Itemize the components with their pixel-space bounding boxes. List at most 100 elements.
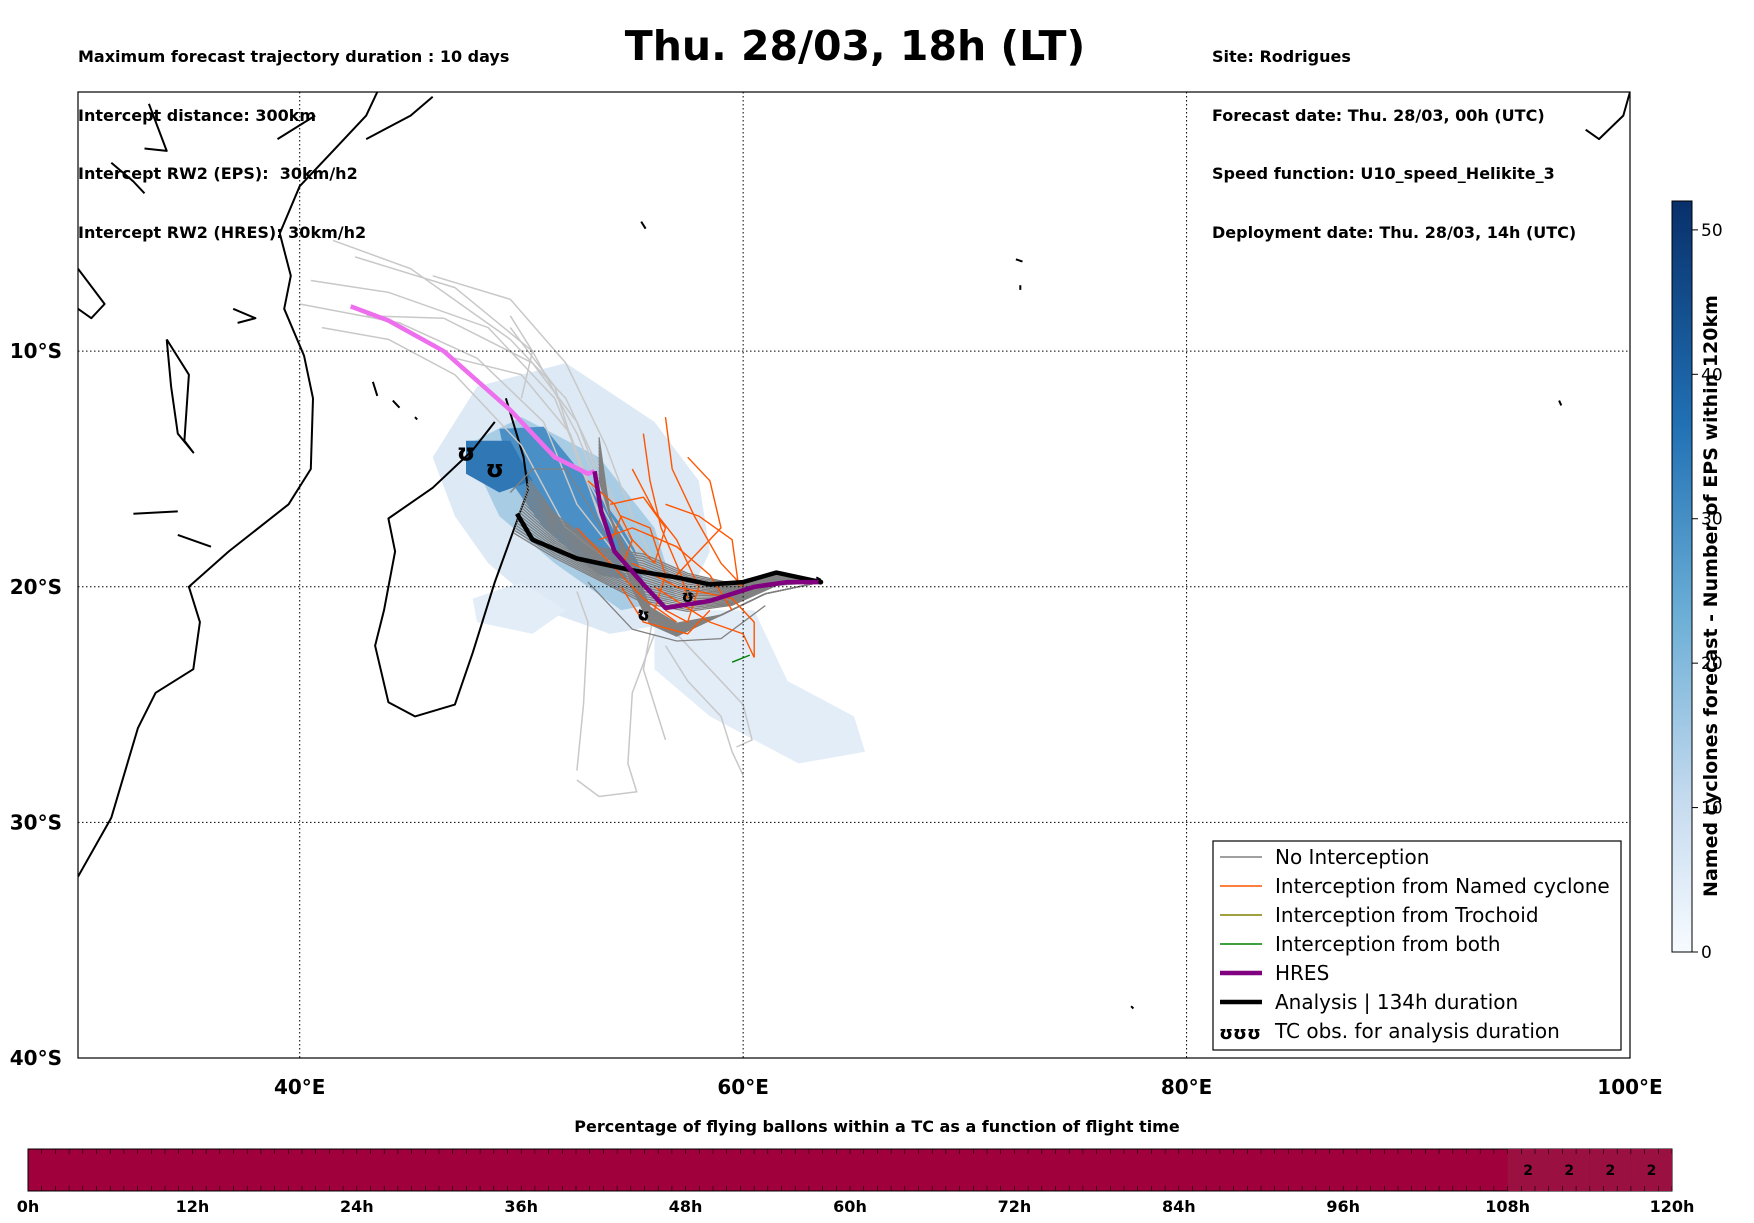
legend-tc-obs-symbol: ʊʊʊ [1219,1023,1261,1044]
tc-obs-symbol: ʊ [457,438,476,466]
percentage-bar-tick-label: 108h [1485,1197,1530,1216]
coastline [78,92,379,878]
coastline [1585,92,1630,141]
legend-label: HRES [1275,961,1329,985]
ensemble-track [576,591,589,771]
header-line: Intercept RW2 (EPS): 30km/h2 [78,164,358,183]
legend-item: No Interception [1220,845,1429,869]
percentage-cell [1507,1149,1549,1191]
percentage-cell-value: 2 [1523,1163,1533,1179]
density-blob [654,610,866,764]
colorbar-tick-label: 30 [1701,510,1723,530]
percentage-bar-tick-label: 24h [340,1197,374,1216]
percentage-bar-tick-label: 12h [176,1197,210,1216]
ensemble-track [310,279,633,564]
coastline [133,510,178,515]
header-line: Site: Rodrigues [1212,47,1351,66]
lat-tick-label: 10°S [10,339,62,363]
header-line: Deployment date: Thu. 28/03, 14h (UTC) [1212,222,1577,242]
lat-tick-label: 20°S [10,575,62,599]
legend-label: Analysis | 134h duration [1275,990,1518,1014]
legend-label: Interception from both [1275,932,1501,956]
named-cyclone-track [664,417,744,588]
colorbar-tick-label: 10 [1701,799,1723,819]
legend-label: Interception from Trochoid [1275,903,1539,927]
percentage-bar-tick-label: 120h [1650,1197,1695,1216]
colorbar-tick-label: 0 [1701,943,1712,963]
percentage-bar-tick-label: 96h [1326,1197,1360,1216]
legend-label: No Interception [1275,845,1429,869]
percentage-cell-value: 2 [1605,1163,1615,1179]
no-interception-track [509,468,622,564]
colorbar-gradient [1671,200,1693,953]
axis-tick-labels: 40°E 60°E 80°E 100°E 10°S 20°S 30°S 40°S [10,339,1663,1099]
named-cyclone-track [642,433,689,599]
coastline [640,221,647,230]
coastline [276,114,316,140]
header-line: Maximum forecast trajectory duration : 1… [78,47,510,66]
legend-box [1212,840,1622,1051]
percentage-cell [1630,1149,1672,1191]
coastline [392,399,401,409]
header-line: Intercept RW2 (HRES): 30km/h2 [78,222,367,242]
legend-label: Interception from Named cyclone [1275,874,1610,898]
header-line: Intercept distance: 300km [78,105,317,125]
named-cyclone-track [620,586,711,635]
ensemble-track [509,315,534,399]
legend-item: Interception from Trochoid [1220,903,1539,927]
colorbar: 0 10 20 30 40 50 [1671,200,1723,963]
colorbar-tick-label: 40 [1701,365,1723,385]
legend-item: ʊʊʊ TC obs. for analysis duration [1219,1019,1560,1044]
named-cyclone-track [609,496,667,564]
lon-tick-label: 40°E [274,1075,326,1099]
colorbar-tick-label: 20 [1701,654,1723,674]
density-core [466,440,533,493]
ensemble-track [664,645,744,776]
percentage-bar-tick-label: 84h [1162,1197,1196,1216]
legend-item: HRES [1220,961,1329,985]
analysis-track-end [818,579,824,585]
lon-tick-label: 100°E [1597,1075,1662,1099]
percentage-bar-fill [27,1148,1673,1192]
tc-obs-symbol: ʊ [637,606,649,625]
lon-tick-label: 80°E [1161,1075,1213,1099]
tc-obs-symbol: ʊ [682,587,694,606]
percentage-bar-title: Percentage of flying ballons within a TC… [574,1117,1180,1136]
coastline [144,103,168,152]
percentage-bar-tick-label: 0h [17,1197,40,1216]
legend-item: Interception from Named cyclone [1220,874,1610,898]
ensemble-track [576,633,656,798]
named-cyclone-interception-tracks [576,417,755,658]
colorbar-tick-label: 50 [1701,221,1723,241]
named-cyclone-track [631,562,755,658]
percentage-bar: 2 2 2 2 0h 12h 24h 36h 48h 60h 72h 84h 96h 108h 120h [17,1148,1695,1216]
graticule [78,92,1630,1058]
colorbar-label: Named cyclones forecast - Number of EPS … [1700,295,1722,897]
percentage-cell-value: 2 [1647,1163,1657,1179]
legend-item: Interception from both [1220,932,1501,956]
coastline [1015,258,1023,263]
ensemble-track [509,327,611,540]
ensemble-track [642,610,667,741]
header-line: Forecast date: Thu. 28/03, 00h (UTC) [1212,105,1545,125]
coastline [1558,400,1563,406]
header-line: Speed function: U10_speed_Helikite_3 [1212,164,1555,183]
percentage-bar-tick-label: 72h [998,1197,1032,1216]
coastline [371,381,379,397]
analysis-track [515,512,822,587]
named-cyclone-track [631,468,700,623]
coastline [78,268,106,320]
percentage-bar-tick-label: 48h [669,1197,703,1216]
tc-obs-symbol: ʊ [486,455,505,483]
percentage-cell [1589,1149,1631,1191]
coastline [165,338,195,454]
percentage-cell [1548,1149,1590,1191]
coastline [1130,1005,1135,1010]
coastline [365,95,434,140]
header-parameters: Maximum forecast trajectory duration : 1… [78,8,509,262]
lat-tick-label: 40°S [10,1046,62,1070]
ensemble-track [432,275,667,588]
map-title: Thu. 28/03, 18h (LT) [624,22,1086,70]
